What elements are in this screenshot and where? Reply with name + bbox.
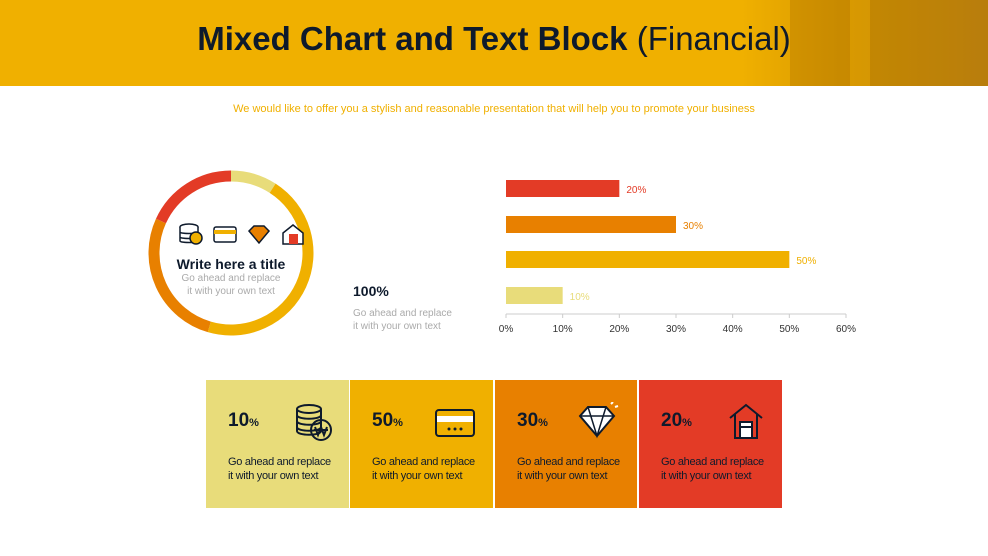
stat-card: 10% Go ahead and replace it with your own… [206, 380, 349, 508]
x-tick-label: 50% [779, 324, 799, 335]
subtitle: We would like to offer you a stylish and… [233, 103, 755, 115]
card-percent: 30% [517, 410, 548, 431]
stat-card: 50% Go ahead and replace it with your own… [350, 380, 493, 508]
header-banner [0, 0, 988, 86]
bar-data-label: 10% [570, 292, 590, 303]
total-percent: 100% [353, 283, 389, 299]
donut-title: Write here a title [176, 256, 286, 272]
donut-segment [207, 183, 314, 336]
bar-data-label: 50% [796, 256, 816, 267]
bar [506, 180, 620, 197]
stat-card: 20% Go ahead and replace it with your own… [639, 380, 782, 508]
card-percent: 10% [228, 410, 259, 431]
x-tick-label: 0% [499, 324, 514, 335]
bar [506, 251, 790, 268]
card-percent: 50% [372, 410, 403, 431]
bar-data-label: 30% [683, 221, 703, 232]
x-tick-label: 40% [723, 324, 743, 335]
card-text: Go ahead and replace it with your own tex… [372, 456, 475, 482]
donut-segment [230, 170, 276, 193]
card-percent: 20% [661, 410, 692, 431]
diamond-icon [247, 225, 271, 245]
bar-data-label: 20% [626, 185, 646, 196]
card-text: Go ahead and replace it with your own tex… [228, 456, 331, 482]
credit-card-icon [433, 402, 477, 447]
bar [506, 216, 676, 233]
donut-text: Go ahead and replace it with your own tex… [181, 273, 281, 297]
page-title: Mixed Chart and Text Block (Financial) [197, 20, 791, 57]
building-image [870, 0, 988, 86]
donut-icons [178, 222, 306, 246]
stat-card: 30% Go ahead and replace it with your own… [495, 380, 637, 508]
summary-text: Go ahead and replace it with your own tex… [353, 308, 452, 332]
diamond-icon [577, 401, 621, 447]
coins-won-icon [179, 223, 203, 245]
credit-card-icon [213, 226, 237, 243]
donut-chart [148, 170, 314, 336]
x-tick-label: 20% [609, 324, 629, 335]
coins-won-icon [293, 402, 333, 447]
x-tick-label: 30% [666, 324, 686, 335]
card-text: Go ahead and replace it with your own tex… [661, 456, 764, 482]
bar-chart: 20% 30% 50% 10% 0% 10% 20% 30% 40% 50% 60% [499, 180, 856, 335]
donut-segment [155, 170, 232, 224]
house-icon [726, 402, 766, 447]
building-image [790, 0, 850, 86]
x-tick-label: 60% [836, 324, 856, 335]
bar [506, 287, 563, 304]
donut-segment [148, 218, 211, 333]
x-tick-label: 10% [553, 324, 573, 335]
house-icon [282, 224, 304, 245]
card-text: Go ahead and replace it with your own tex… [517, 456, 620, 482]
